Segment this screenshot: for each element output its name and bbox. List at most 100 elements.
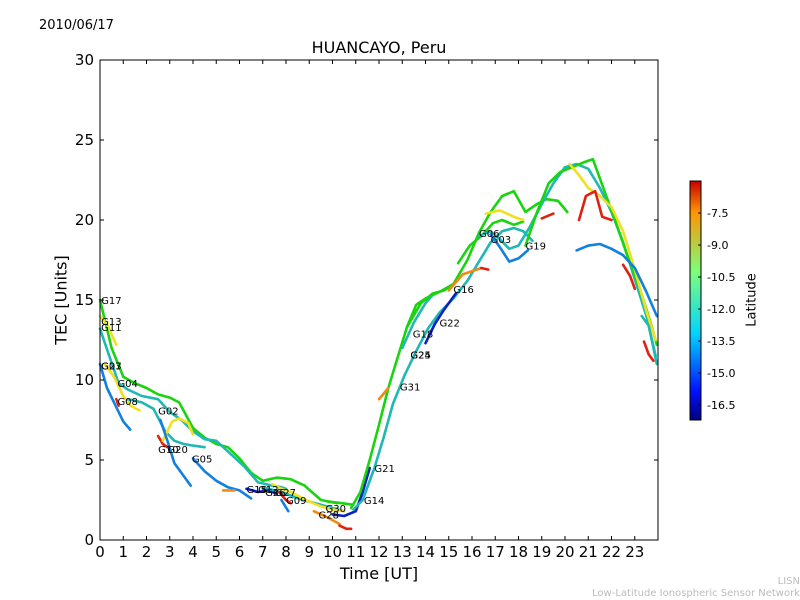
x-tick-label: 2: [142, 543, 152, 561]
satellite-label: G15: [246, 485, 266, 496]
colorbar-tick-label: -10.5: [707, 271, 735, 284]
satellite-label: G28: [319, 510, 339, 521]
series-g02: [126, 397, 206, 449]
date-label: 2010/06/17: [39, 18, 114, 33]
series-g07b: [640, 314, 659, 366]
series-g28b: [312, 509, 341, 526]
y-tick-label: 10: [75, 371, 94, 389]
series-g31: [352, 226, 534, 511]
x-tick-label: 0: [95, 543, 105, 561]
series-g15b: [245, 487, 278, 495]
colorbar-tick-label: -9.0: [707, 239, 728, 252]
x-tick-label: 20: [555, 543, 574, 561]
satellite-label: G27: [276, 488, 296, 499]
satellite-label: G22: [439, 318, 459, 329]
y-tick-label: 30: [75, 51, 94, 69]
series-g05b: [191, 457, 253, 500]
series-g13: [98, 314, 118, 347]
series-g22r: [642, 340, 655, 363]
x-tick-label: 1: [118, 543, 128, 561]
satellite-label: G03: [491, 235, 511, 246]
y-tick-label: 25: [75, 131, 94, 149]
series-g20: [161, 417, 195, 443]
satellite-label: G11: [101, 323, 121, 334]
series-g06: [456, 218, 525, 265]
satellite-label: G25: [410, 350, 430, 361]
satellite-label: G26: [265, 488, 285, 499]
satellite-label: G24: [410, 350, 430, 361]
satellite-label: G09: [286, 496, 306, 507]
satellite-label: G07: [101, 362, 121, 373]
series-g07: [98, 362, 132, 431]
x-tick-label: 6: [235, 543, 245, 561]
series-g18: [405, 281, 457, 329]
colorbar-tick-label: -13.5: [707, 335, 735, 348]
colorbar-tick-label: -16.5: [707, 399, 735, 412]
satellite-label: G18: [413, 330, 433, 341]
satellite-label: G14: [364, 496, 384, 507]
series-g26b: [575, 242, 659, 318]
satellite-label: G08: [117, 397, 137, 408]
y-tick-label: 15: [75, 291, 94, 309]
satellite-label: G12: [258, 485, 278, 496]
satellite-label: G20: [167, 445, 187, 456]
series-g24: [401, 293, 434, 350]
x-tick-label: 11: [346, 543, 365, 561]
satellite-label: G31: [400, 382, 420, 393]
credit-name: Low-Latitude Ionospheric Sensor Network: [592, 588, 800, 599]
series-g14: [331, 466, 371, 518]
series-g32: [540, 212, 555, 220]
series-g08: [115, 397, 120, 407]
y-tick-label: 0: [84, 531, 94, 549]
satellite-label: G17: [101, 296, 121, 307]
series-g26: [338, 524, 353, 531]
series-g21: [349, 189, 569, 510]
satellite-label: G06: [479, 229, 499, 240]
series-g05: [159, 418, 192, 487]
y-tick-label: 20: [75, 211, 94, 229]
x-tick-label: 3: [165, 543, 175, 561]
satellite-label: G02: [158, 406, 178, 417]
satellite-label: G04: [117, 379, 137, 390]
satellite-label: G13: [101, 317, 121, 328]
series-g01: [568, 162, 657, 342]
series-g19: [489, 233, 530, 263]
credit-acronym: LISN: [777, 576, 800, 587]
series-g22: [424, 292, 457, 345]
series-g28: [277, 490, 292, 505]
x-tick-label: 7: [258, 543, 268, 561]
series-g16r: [480, 266, 490, 271]
x-tick-label: 8: [281, 543, 291, 561]
x-axis-label: Time [UT]: [339, 564, 419, 583]
series-g01r: [577, 189, 613, 222]
satellite-label: G23: [101, 362, 121, 373]
series-g30: [326, 500, 355, 507]
x-tick-label: 5: [211, 543, 221, 561]
series-g23: [103, 362, 141, 412]
x-tick-label: 22: [602, 543, 621, 561]
x-tick-label: 14: [416, 543, 435, 561]
satellite-label: G30: [326, 504, 346, 515]
x-tick-label: 16: [462, 543, 481, 561]
x-tick-label: 21: [579, 543, 598, 561]
x-tick-label: 9: [304, 543, 314, 561]
series-g23r: [621, 263, 637, 291]
satellite-label: G05: [192, 454, 212, 465]
series-g16: [447, 266, 483, 292]
x-tick-label: 18: [509, 543, 528, 561]
x-tick-label: 17: [486, 543, 505, 561]
satellite-label: G10: [158, 445, 178, 456]
satellite-label: G16: [453, 285, 473, 296]
x-tick-label: 15: [439, 543, 458, 561]
colorbar-tick-label: -15.0: [707, 367, 735, 380]
colorbar-tick-label: -7.5: [707, 207, 728, 220]
x-tick-label: 13: [393, 543, 412, 561]
chart-title: HUANCAYO, Peru: [311, 38, 447, 57]
series-g19y: [484, 209, 525, 222]
x-tick-label: 4: [188, 543, 198, 561]
satellite-label: G21: [374, 464, 394, 475]
series-g27: [270, 482, 346, 513]
colorbar: [689, 180, 702, 421]
y-tick-label: 5: [84, 451, 94, 469]
